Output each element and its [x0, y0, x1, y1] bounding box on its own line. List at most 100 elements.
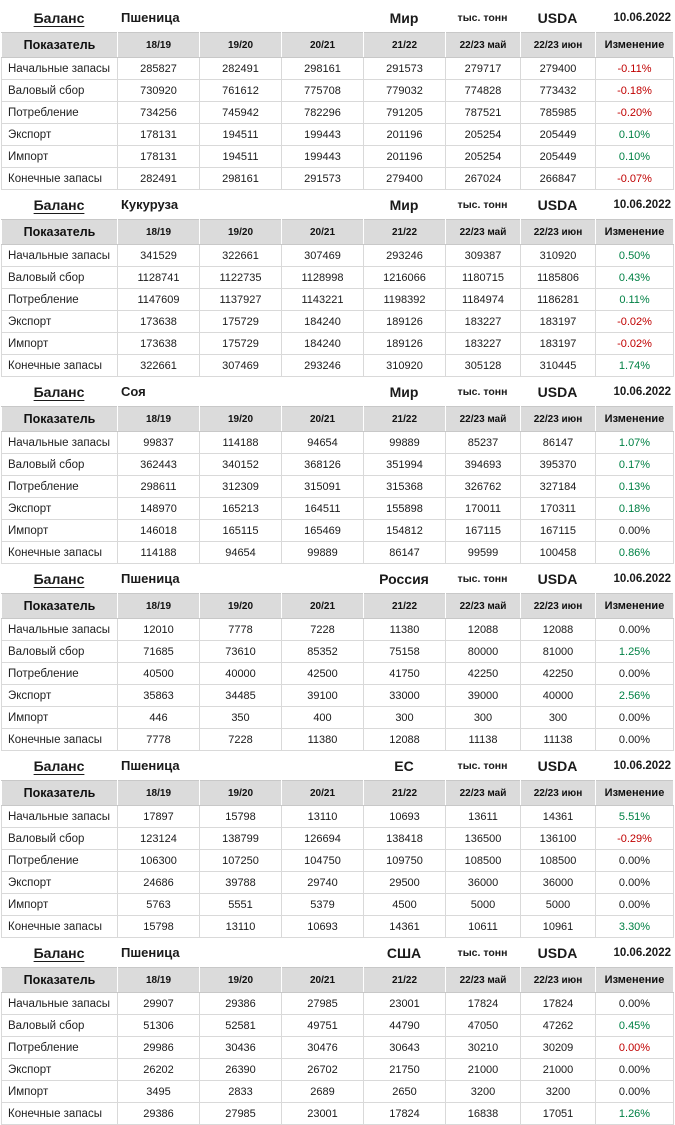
column-header: 21/22 [363, 219, 446, 245]
change-cell: 1.07% [595, 431, 674, 454]
value-cell: 80000 [445, 640, 521, 663]
value-cell: 15798 [117, 915, 200, 938]
value-cell: 13110 [281, 805, 364, 828]
value-cell: 165213 [199, 497, 282, 520]
indicator-cell: Импорт [1, 145, 118, 168]
value-cell: 1186281 [520, 288, 596, 311]
indicator-cell: Начальные запасы [1, 805, 118, 828]
value-cell: 13611 [445, 805, 521, 828]
value-cell: 285827 [117, 57, 200, 80]
value-cell: 266847 [520, 167, 596, 190]
indicator-cell: Конечные запасы [1, 354, 118, 377]
change-cell: 5.51% [595, 805, 674, 828]
value-cell: 189126 [363, 332, 446, 355]
change-cell: 0.43% [595, 266, 674, 289]
value-cell: 298161 [199, 167, 282, 190]
value-cell: 1180715 [445, 266, 521, 289]
units-label: тыс. тонн [457, 572, 508, 585]
indicator-cell: Потребление [1, 662, 118, 685]
value-cell: 173638 [117, 332, 200, 355]
column-header: 22/23 май [445, 780, 521, 806]
indicator-cell: Импорт [1, 519, 118, 542]
value-cell: 42500 [281, 662, 364, 685]
change-cell: 0.45% [595, 1014, 674, 1037]
column-header: Изменение [595, 32, 674, 58]
report-date: 10.06.2022 [613, 572, 671, 585]
value-cell: 394693 [445, 453, 521, 476]
table-row: Потребление 40500 40000 42500 41750 42250 4225… [1, 662, 674, 685]
indicator-cell: Импорт [1, 893, 118, 916]
indicator-cell: Начальные запасы [1, 618, 118, 641]
indicator-cell: Импорт [1, 332, 118, 355]
balance-label: Баланс [33, 570, 85, 587]
value-cell: 310445 [520, 354, 596, 377]
value-cell: 3200 [445, 1080, 521, 1103]
value-cell: 11380 [363, 618, 446, 641]
commodity-label: Пшеница [121, 10, 180, 25]
value-cell: 136500 [445, 827, 521, 850]
value-cell: 17824 [520, 992, 596, 1015]
value-cell: 100458 [520, 541, 596, 564]
indicator-cell: Экспорт [1, 310, 118, 333]
table-row: Потребление 1147609 1137927 1143221 1198392 1… [1, 288, 674, 311]
value-cell: 310920 [520, 244, 596, 267]
value-cell: 165469 [281, 519, 364, 542]
column-header: Изменение [595, 967, 674, 993]
value-cell: 3495 [117, 1080, 200, 1103]
value-cell: 178131 [117, 145, 200, 168]
change-cell: 0.00% [595, 849, 674, 872]
value-cell: 99889 [281, 541, 364, 564]
value-cell: 309387 [445, 244, 521, 267]
indicator-cell: Конечные запасы [1, 167, 118, 190]
column-header: 19/20 [199, 593, 282, 619]
value-cell: 322661 [199, 244, 282, 267]
value-cell: 30209 [520, 1036, 596, 1059]
change-cell: 0.00% [595, 1080, 674, 1103]
value-cell: 183227 [445, 310, 521, 333]
value-cell: 293246 [363, 244, 446, 267]
value-cell: 282491 [117, 167, 200, 190]
value-cell: 1128998 [281, 266, 364, 289]
value-cell: 10693 [363, 805, 446, 828]
value-cell: 12088 [445, 618, 521, 641]
value-cell: 11138 [520, 728, 596, 751]
value-cell: 14361 [520, 805, 596, 828]
column-header: 22/23 май [445, 967, 521, 993]
value-cell: 201196 [363, 123, 446, 146]
units-label: тыс. тонн [457, 198, 508, 211]
change-cell: 0.11% [595, 288, 674, 311]
value-cell: 94654 [281, 431, 364, 454]
balance-label: Баланс [33, 383, 85, 400]
value-cell: 23001 [281, 1102, 364, 1125]
value-cell: 1198392 [363, 288, 446, 311]
table-row: Экспорт 35863 34485 39100 33000 39000 40000 2.5… [1, 684, 674, 707]
table-row: Конечные запасы 29386 27985 23001 17824 16838… [1, 1102, 674, 1125]
column-header: 18/19 [117, 32, 200, 58]
table-row: Экспорт 26202 26390 26702 21750 21000 21000 0.0… [1, 1058, 674, 1081]
value-cell: 155898 [363, 497, 446, 520]
value-cell: 734256 [117, 101, 200, 124]
value-cell: 23001 [363, 992, 446, 1015]
indicator-cell: Экспорт [1, 684, 118, 707]
value-cell: 114188 [199, 431, 282, 454]
change-cell: 0.86% [595, 541, 674, 564]
table-row: Импорт 146018 165115 165469 154812 167115 1671… [1, 519, 674, 542]
column-header: 22/23 июн [520, 780, 596, 806]
balance-block: Баланс Соя Мир тыс. тонн USDA 10.06.2022… [0, 377, 675, 564]
balance-table: Показатель 18/19 19/20 20/21 21/22 22/23 май 2… [1, 780, 674, 938]
value-cell: 49751 [281, 1014, 364, 1037]
value-cell: 312309 [199, 475, 282, 498]
value-cell: 71685 [117, 640, 200, 663]
column-header: 21/22 [363, 406, 446, 432]
report-date: 10.06.2022 [613, 198, 671, 211]
indicator-cell: Конечные запасы [1, 915, 118, 938]
column-header: 20/21 [281, 32, 364, 58]
value-cell: 12010 [117, 618, 200, 641]
value-cell: 201196 [363, 145, 446, 168]
column-header: 21/22 [363, 593, 446, 619]
table-row: Валовый сбор 1128741 1122735 1128998 1216066… [1, 266, 674, 289]
table-row: Экспорт 178131 194511 199443 201196 205254 205… [1, 123, 674, 146]
table-row: Экспорт 173638 175729 184240 189126 183227 183… [1, 310, 674, 333]
indicator-cell: Экспорт [1, 497, 118, 520]
value-cell: 33000 [363, 684, 446, 707]
